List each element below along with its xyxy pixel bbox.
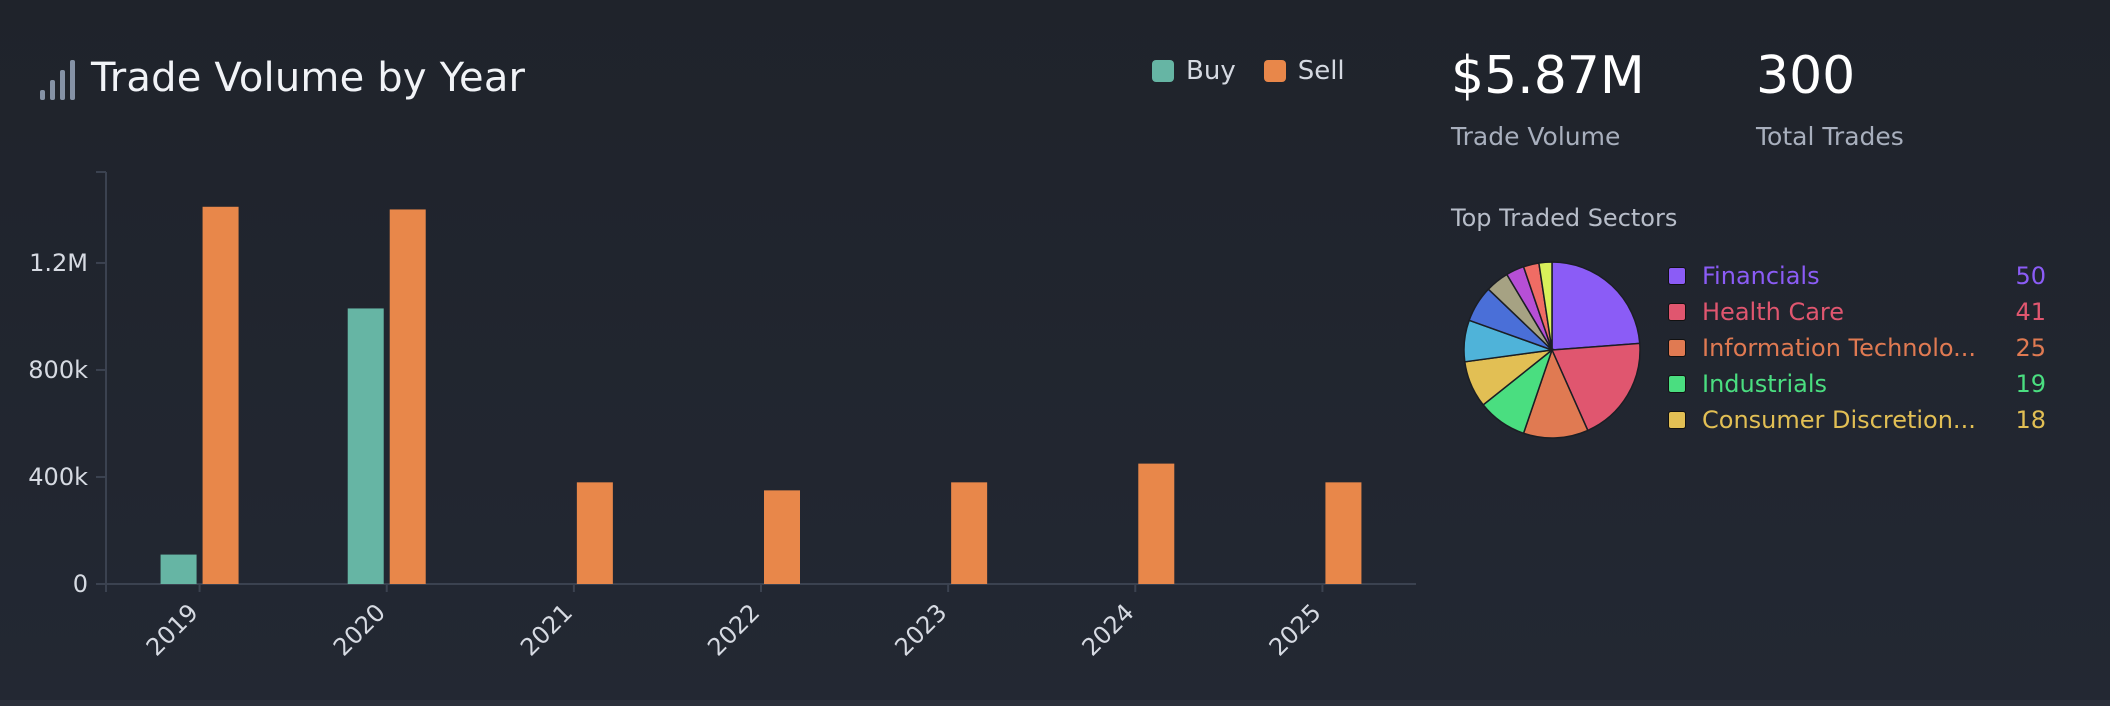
sector-name-consumer-discretionary: Consumer Discretion...: [1702, 406, 1976, 434]
pie-slice-other-10[interactable]: [1538, 261, 1553, 351]
sector-name-health-care: Health Care: [1702, 298, 1845, 326]
kpi-trade-volume-value: $5.87M: [1451, 46, 1645, 106]
chart-legend: Buy Sell: [1152, 56, 1345, 86]
sector-count-information-technology: 25: [2015, 334, 2046, 362]
pie-slice-financials[interactable]: [1551, 261, 1641, 351]
legend-label-sell: Sell: [1297, 56, 1345, 86]
sector-row-health-care[interactable]: Health Care 41: [1668, 294, 2046, 330]
sector-count-industrials: 19: [2015, 370, 2046, 398]
bar-buy-2019[interactable]: [160, 554, 197, 584]
bar-sell-2022[interactable]: [764, 490, 800, 584]
sector-count-health-care: 41: [2015, 298, 2046, 326]
bar-sell-2021[interactable]: [576, 482, 613, 584]
sectors-title: Top Traded Sectors: [1451, 204, 1678, 232]
bar-sell-2023[interactable]: [951, 482, 988, 584]
sector-legend: Financials 50 Health Care 41 Information…: [1668, 258, 2046, 438]
bar-sell-2019[interactable]: [202, 206, 239, 584]
sector-count-financials: 50: [2015, 262, 2046, 290]
x-tick-label: 2025: [1264, 598, 1327, 661]
pie-slice-health-care[interactable]: [1550, 342, 1641, 432]
sector-name-financials: Financials: [1702, 262, 1820, 290]
legend-item-sell[interactable]: Sell: [1263, 56, 1345, 86]
x-tick-label: 2020: [328, 598, 391, 661]
legend-swatch-sell: [1263, 60, 1286, 82]
sector-name-information-technology: Information Technolo...: [1702, 334, 1977, 362]
y-tick-label: 1.2M: [29, 249, 88, 277]
sector-row-industrials[interactable]: Industrials 19: [1668, 366, 2046, 402]
legend-label-buy: Buy: [1186, 56, 1236, 86]
sector-row-information-technology[interactable]: Information Technolo... 25: [1668, 330, 2046, 366]
legend-swatch-buy: [1152, 60, 1174, 82]
sector-row-consumer-discretionary[interactable]: Consumer Discretion... 18: [1668, 402, 2046, 438]
y-tick-label: 400k: [28, 463, 88, 491]
sector-swatch-industrials: [1668, 375, 1686, 393]
sector-name-industrials: Industrials: [1702, 370, 1828, 398]
pie-slice-information-technology[interactable]: [1522, 347, 1589, 439]
sector-swatch-health-care: [1668, 303, 1686, 321]
x-tick-label: 2023: [889, 598, 952, 661]
bar-chart: 0 400k 800k 1.2M 2019 2020 2021 2022 2023 2024 202…: [28, 171, 1416, 661]
y-tick-label: 0: [73, 570, 88, 598]
bar-sell-2025[interactable]: [1325, 482, 1362, 584]
bar-buy-2020[interactable]: [347, 308, 384, 584]
signal-bars-icon: [40, 56, 75, 100]
x-tick-label: 2022: [702, 598, 765, 661]
sector-row-financials[interactable]: Financials 50: [1668, 258, 2046, 294]
legend-item-buy[interactable]: Buy: [1152, 56, 1236, 86]
sector-count-consumer-discretionary: 18: [2015, 406, 2046, 434]
bar-sell-2020[interactable]: [389, 209, 426, 585]
sector-swatch-information-technology: [1668, 339, 1686, 357]
y-tick-label: 800k: [28, 356, 88, 384]
x-tick-label: 2019: [141, 598, 204, 661]
x-tick-label: 2021: [515, 598, 578, 661]
bar-sell-2024[interactable]: [1138, 463, 1175, 584]
sector-pie-chart: [1463, 261, 1641, 439]
sector-swatch-consumer-discretionary: [1668, 411, 1686, 429]
x-tick-label: 2024: [1077, 598, 1140, 661]
sector-swatch-financials: [1668, 267, 1686, 285]
card-header: Trade Volume by Year: [40, 48, 525, 108]
kpi-total-trades: 300 Total Trades: [1756, 50, 1904, 151]
kpi-trade-volume-label: Trade Volume: [1451, 122, 1621, 151]
chart-title: Trade Volume by Year: [91, 55, 526, 101]
kpi-total-trades-value: 300: [1756, 46, 1856, 106]
kpi-total-trades-label: Total Trades: [1756, 122, 1904, 151]
kpi-trade-volume: $5.87M Trade Volume: [1451, 50, 1645, 151]
bottom-divider: [0, 700, 2110, 706]
